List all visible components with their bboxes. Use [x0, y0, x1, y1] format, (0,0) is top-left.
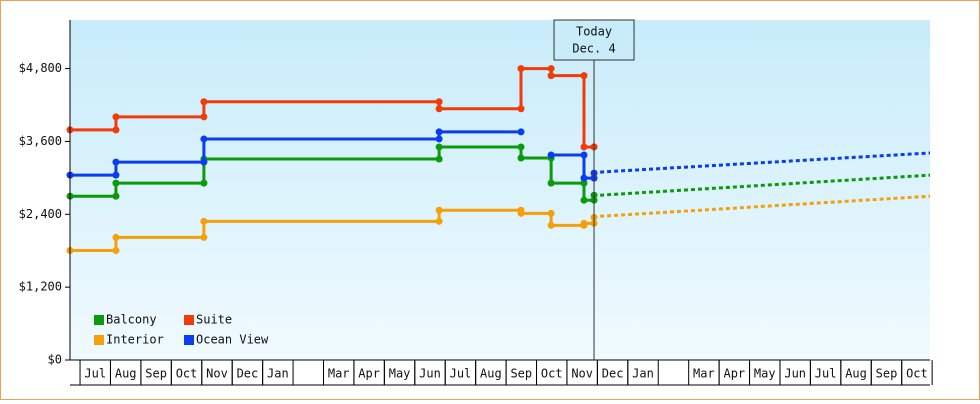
x-tick-label: Nov	[206, 367, 228, 381]
legend-swatch	[94, 315, 104, 325]
y-tick-label: $3,600	[19, 134, 62, 148]
forecast-line	[600, 194, 931, 218]
x-tick-label: Aug	[115, 367, 137, 381]
x-tick-label: Aug	[845, 367, 867, 381]
legend-label: Interior	[106, 333, 164, 347]
x-tick-label: Sep	[876, 367, 898, 381]
legend-swatch	[94, 335, 104, 345]
today-box	[553, 19, 635, 61]
today-date: Dec. 4	[572, 42, 615, 56]
today-label: Today	[576, 25, 612, 39]
legend-label: Balcony	[106, 313, 157, 327]
x-tick-label: Apr	[358, 367, 380, 381]
x-tick-label: Sep	[510, 367, 532, 381]
y-tick-label: $0	[48, 353, 62, 367]
x-tick-label: Nov	[571, 367, 593, 381]
price-line	[70, 67, 595, 149]
y-tick-label: $2,400	[19, 207, 62, 221]
x-tick-label: Jan	[632, 367, 654, 381]
y-tick-label: $4,800	[19, 61, 62, 75]
x-tick-label: Dec	[237, 367, 259, 381]
x-tick-label: Mar	[328, 367, 350, 381]
x-tick-label: Jul	[815, 367, 837, 381]
x-tick-label: Mar	[693, 367, 715, 381]
legend-swatch	[184, 335, 194, 345]
legend-swatch	[184, 315, 194, 325]
x-tick-label: Jan	[267, 367, 289, 381]
forecast-line	[600, 173, 931, 197]
x-tick-label: Jun	[784, 367, 806, 381]
x-tick-label: Oct	[906, 367, 928, 381]
legend-label: Suite	[196, 313, 232, 327]
x-tick-label: Aug	[480, 367, 502, 381]
x-tick-label: Jun	[419, 367, 441, 381]
x-tick-label: May	[754, 367, 776, 381]
x-tick-label: Oct	[176, 367, 198, 381]
x-tick-label: Apr	[723, 367, 745, 381]
x-tick-label: Oct	[541, 367, 563, 381]
x-tick-label: Sep	[145, 367, 167, 381]
x-tick-label: Jul	[84, 367, 106, 381]
legend-label: Ocean View	[196, 333, 269, 347]
price-line	[70, 208, 596, 252]
price-line	[70, 145, 596, 202]
forecast-line	[600, 151, 931, 174]
x-tick-label: Jul	[450, 367, 472, 381]
y-tick-label: $1,200	[19, 280, 62, 294]
x-tick-label: May	[389, 367, 411, 381]
x-tick-label: Dec	[602, 367, 624, 381]
plot-area	[70, 20, 930, 360]
